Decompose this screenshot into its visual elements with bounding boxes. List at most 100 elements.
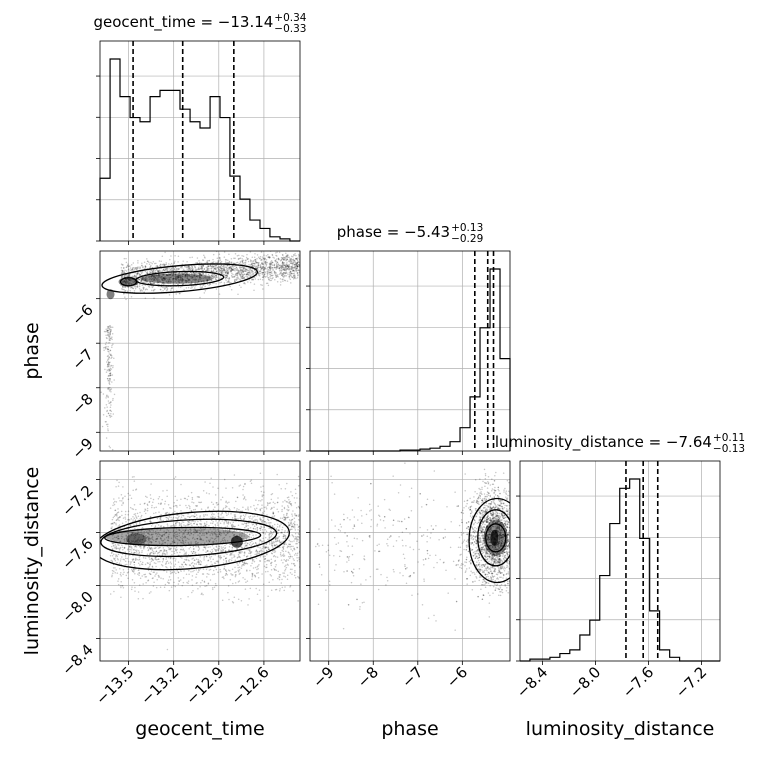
sample-point <box>172 267 174 270</box>
sample-point <box>212 265 214 267</box>
sample-point <box>158 576 160 578</box>
sample-point <box>182 279 184 282</box>
sample-point <box>194 273 197 275</box>
sample-point <box>157 552 160 554</box>
sample-point <box>263 565 266 567</box>
sample-point <box>285 550 287 553</box>
sample-point <box>187 524 190 526</box>
sample-point <box>176 275 179 277</box>
sample-point <box>146 280 148 282</box>
sample-point <box>292 510 294 512</box>
sample-point <box>229 553 232 556</box>
sample-point <box>152 269 155 272</box>
sample-point <box>233 262 235 264</box>
sample-point <box>285 268 288 270</box>
sample-point <box>161 275 164 278</box>
sample-point <box>278 576 281 578</box>
sample-point <box>174 280 177 283</box>
sample-point <box>136 286 139 288</box>
sample-point <box>119 499 121 502</box>
sample-point <box>229 535 231 538</box>
sample-point <box>277 266 279 268</box>
sample-point <box>175 273 177 276</box>
sample-point <box>237 276 239 278</box>
sample-point <box>280 271 282 273</box>
sample-point <box>237 570 240 573</box>
sample-point <box>263 258 266 261</box>
sample-point <box>281 549 283 552</box>
sample-point <box>225 266 228 268</box>
sample-point <box>196 531 198 533</box>
sample-point <box>203 542 206 545</box>
sample-point <box>275 268 277 271</box>
sample-point <box>172 272 175 275</box>
sample-point <box>265 265 268 267</box>
sample-point <box>250 551 253 553</box>
sample-point <box>239 269 241 272</box>
sample-point <box>284 275 286 277</box>
sample-point <box>104 348 107 350</box>
sample-point <box>276 539 279 542</box>
sample-point <box>167 280 169 283</box>
sample-point <box>145 536 148 539</box>
sample-point <box>191 498 194 500</box>
sample-point <box>101 425 104 428</box>
sample-point <box>150 276 153 278</box>
sample-point <box>218 545 220 547</box>
sample-point <box>200 265 202 267</box>
sample-point <box>200 538 203 541</box>
sample-point <box>276 508 278 511</box>
sample-point <box>166 279 169 281</box>
sample-point <box>122 269 124 272</box>
sample-point <box>117 583 120 586</box>
sample-point <box>183 550 185 552</box>
sample-point <box>198 274 201 276</box>
sample-point <box>228 268 231 270</box>
sample-point <box>203 557 205 559</box>
sample-point <box>293 274 295 276</box>
sample-point <box>219 269 221 272</box>
sample-point <box>236 268 239 270</box>
sample-point <box>110 523 112 525</box>
sample-point <box>272 277 274 279</box>
sample-point <box>188 569 190 572</box>
sample-point <box>212 253 215 256</box>
sample-point <box>156 265 158 267</box>
sample-point <box>187 286 190 289</box>
sample-point <box>243 497 246 499</box>
sample-point <box>252 262 255 265</box>
sample-point <box>172 278 174 280</box>
sample-point <box>166 523 169 525</box>
sample-point <box>167 537 170 539</box>
sample-point <box>285 259 288 261</box>
sample-point <box>228 549 230 551</box>
sample-point <box>256 258 258 260</box>
sample-point <box>157 560 159 563</box>
sample-point <box>200 501 203 504</box>
sample-point <box>193 522 195 525</box>
sample-point <box>146 258 148 260</box>
sample-point <box>302 524 304 526</box>
sample-point <box>182 278 184 281</box>
sample-point <box>205 261 208 264</box>
sample-point <box>298 525 300 528</box>
sample-point <box>227 266 230 269</box>
sample-point <box>207 506 209 508</box>
sample-point <box>261 521 263 523</box>
sample-point <box>179 274 181 276</box>
sample-point <box>181 557 183 559</box>
sample-point <box>249 587 252 590</box>
sample-point <box>152 269 155 271</box>
sample-point <box>272 532 274 534</box>
sample-point <box>105 423 108 426</box>
sample-point <box>177 261 179 263</box>
sample-point <box>156 278 158 280</box>
sample-point <box>288 266 290 269</box>
sample-point <box>194 541 197 543</box>
sample-point <box>233 269 235 272</box>
sample-point <box>131 268 134 270</box>
sample-point <box>294 266 296 268</box>
sample-point <box>167 562 170 564</box>
sample-point <box>184 266 186 268</box>
sample-point <box>107 396 109 399</box>
